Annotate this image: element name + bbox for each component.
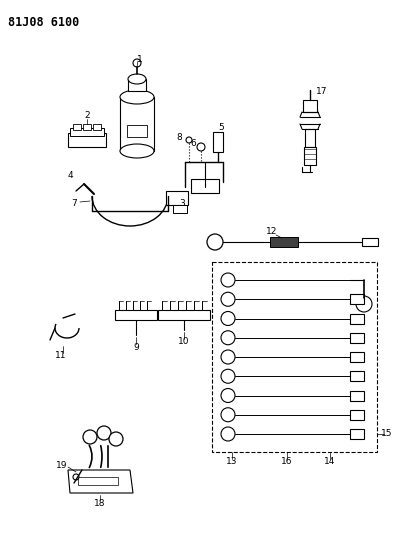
Bar bbox=[83, 124, 91, 130]
Circle shape bbox=[356, 296, 372, 312]
Text: 4: 4 bbox=[67, 172, 73, 181]
Circle shape bbox=[221, 408, 235, 422]
Bar bbox=[78, 477, 118, 485]
Bar bbox=[115, 310, 157, 320]
Bar bbox=[73, 124, 81, 130]
Circle shape bbox=[197, 143, 205, 151]
Circle shape bbox=[221, 427, 235, 441]
Circle shape bbox=[186, 137, 192, 143]
Text: 18: 18 bbox=[94, 498, 106, 507]
Text: 12: 12 bbox=[266, 228, 278, 237]
Ellipse shape bbox=[128, 74, 146, 84]
Text: 6: 6 bbox=[190, 140, 196, 149]
Bar bbox=[213, 132, 223, 152]
Bar bbox=[362, 238, 378, 246]
Text: 14: 14 bbox=[324, 457, 336, 466]
Circle shape bbox=[207, 234, 223, 250]
Circle shape bbox=[73, 474, 79, 480]
Bar bbox=[158, 310, 210, 320]
Text: 1: 1 bbox=[137, 54, 143, 63]
Text: 81J08 6100: 81J08 6100 bbox=[8, 16, 79, 29]
Bar bbox=[350, 372, 364, 381]
Bar bbox=[173, 205, 187, 213]
Circle shape bbox=[221, 311, 235, 326]
Text: 11: 11 bbox=[55, 351, 67, 360]
Circle shape bbox=[97, 426, 111, 440]
Bar bbox=[70, 128, 104, 136]
Text: 13: 13 bbox=[226, 457, 238, 466]
Bar bbox=[350, 294, 364, 304]
Circle shape bbox=[221, 369, 235, 383]
Bar bbox=[350, 313, 364, 324]
Circle shape bbox=[221, 273, 235, 287]
Circle shape bbox=[221, 331, 235, 345]
Polygon shape bbox=[68, 470, 133, 493]
Bar bbox=[270, 237, 298, 247]
Bar bbox=[350, 391, 364, 400]
Bar bbox=[350, 410, 364, 420]
Circle shape bbox=[221, 389, 235, 402]
Text: 7: 7 bbox=[71, 199, 77, 208]
Bar bbox=[93, 124, 101, 130]
Text: 9: 9 bbox=[133, 343, 139, 351]
Text: 15: 15 bbox=[381, 430, 393, 439]
Bar bbox=[350, 333, 364, 343]
Bar bbox=[127, 125, 147, 137]
Bar bbox=[305, 129, 315, 147]
Bar bbox=[68, 133, 106, 147]
Text: 17: 17 bbox=[316, 87, 328, 96]
Bar bbox=[212, 262, 377, 452]
Circle shape bbox=[133, 59, 141, 67]
Circle shape bbox=[109, 432, 123, 446]
Ellipse shape bbox=[120, 144, 154, 158]
Text: 8: 8 bbox=[176, 133, 182, 141]
Text: 10: 10 bbox=[178, 337, 190, 346]
Bar bbox=[304, 147, 316, 165]
Bar bbox=[303, 100, 317, 112]
Circle shape bbox=[221, 350, 235, 364]
Ellipse shape bbox=[120, 90, 154, 104]
Bar bbox=[191, 179, 219, 193]
Bar bbox=[350, 352, 364, 362]
Text: 3: 3 bbox=[179, 198, 185, 207]
Text: 16: 16 bbox=[281, 457, 293, 466]
Bar bbox=[166, 191, 188, 205]
Bar bbox=[350, 429, 364, 439]
Circle shape bbox=[221, 292, 235, 306]
Bar bbox=[120, 97, 154, 151]
Bar bbox=[128, 79, 146, 91]
Text: 5: 5 bbox=[218, 123, 224, 132]
Text: 2: 2 bbox=[84, 111, 90, 120]
Circle shape bbox=[83, 430, 97, 444]
Text: 19: 19 bbox=[56, 461, 68, 470]
